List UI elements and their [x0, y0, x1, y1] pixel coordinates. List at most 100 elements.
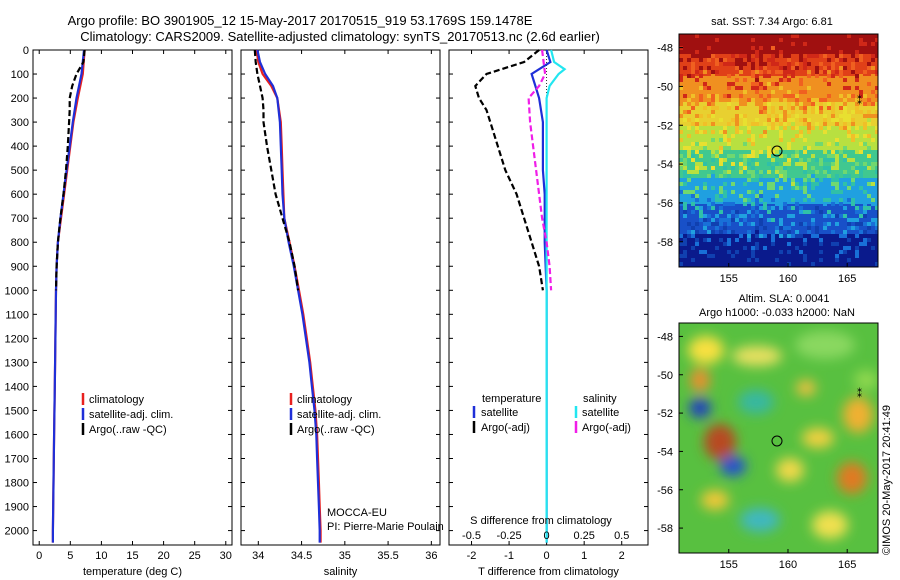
y-tick-label: 100	[11, 69, 29, 81]
x-tick-label: 35	[339, 550, 351, 562]
x-tick-label: 35.5	[377, 550, 398, 562]
x-tick-label: 10	[95, 550, 107, 562]
y-tick-label: 1900	[5, 502, 29, 514]
top-axis-label: S difference from climatology	[470, 515, 612, 527]
legend-label: climatology	[89, 394, 145, 406]
float-track-marker-sla: ⁑	[857, 388, 862, 400]
title-line-1: Argo profile: BO 3901905_12 15-May-2017 …	[68, 13, 533, 28]
float-track-marker: ⁑	[857, 95, 862, 107]
series-line-magenta	[527, 49, 553, 291]
map-lon-label: 155	[720, 559, 738, 571]
y-tick-label: 600	[11, 189, 29, 201]
series-line-black	[474, 49, 544, 291]
map-lat-label: -54	[657, 446, 673, 458]
map-lat-label: -56	[657, 198, 673, 210]
x-tick-label: 0	[544, 550, 550, 562]
map-lon-label: 165	[838, 273, 856, 285]
argo-position-marker	[771, 145, 783, 157]
difference-panel: -2 -1 0 1 2T difference from climatology temp…	[448, 49, 649, 578]
x-tick-label: 20	[157, 550, 169, 562]
y-tick-label: 400	[11, 141, 29, 153]
sst-map-title: sat. SST: 7.34 Argo: 6.81	[711, 16, 833, 28]
map-lat-label: -50	[657, 81, 673, 93]
y-tick-label: 1800	[5, 478, 29, 490]
top-tick-label: -0.5	[462, 530, 481, 542]
legend-label: Argo(..raw -QC)	[297, 424, 375, 436]
temperature-panel: 0100200300400500600700800900100011001200…	[5, 45, 233, 578]
map-lon-label: 160	[779, 559, 797, 571]
y-tick-label: 1400	[5, 381, 29, 393]
map-lat-label: -52	[657, 408, 673, 420]
series-line-red	[255, 49, 322, 543]
y-tick-label: 1700	[5, 453, 29, 465]
legend-label: Argo(-adj)	[481, 422, 530, 434]
y-tick-label: 1600	[5, 429, 29, 441]
imos-credit: ©IMOS 20-May-2017 20:41:49	[881, 405, 893, 555]
x-tick-label: 5	[67, 550, 73, 562]
map-lat-label: -52	[657, 120, 673, 132]
legend-label: satellite-adj. clim.	[297, 409, 381, 421]
y-tick-label: 1500	[5, 405, 29, 417]
legend-label: satellite	[582, 407, 619, 419]
x-tick-label: 15	[126, 550, 138, 562]
x-tick-label: 36	[425, 550, 437, 562]
x-tick-label: 30	[220, 550, 232, 562]
y-tick-label: 1000	[5, 285, 29, 297]
y-tick-label: 1100	[5, 309, 29, 321]
series-line-blue	[256, 49, 321, 543]
map-lat-label: -58	[657, 523, 673, 535]
sla-map-title-2: Argo h1000: -0.033 h2000: NaN	[699, 307, 855, 319]
sla-map-title-1: Altim. SLA: 0.0041	[738, 293, 829, 305]
cruise-annotation: PI: Pierre-Marie Poulain	[327, 521, 444, 533]
salinity-panel: 34 34.5 35 35.5 36 salinity climatology satelli…	[240, 49, 444, 578]
sst-map-image: ⁑	[679, 34, 878, 267]
map-lat-label: -56	[657, 485, 673, 497]
cruise-annotation: MOCCA-EU	[327, 507, 387, 519]
top-tick-label: -0.25	[497, 530, 522, 542]
top-tick-label: 0.25	[573, 530, 594, 542]
x-axis-label: salinity	[324, 566, 358, 578]
map-lat-label: -48	[657, 331, 673, 343]
series-line-black	[54, 49, 86, 291]
argo-position-marker-sla	[771, 435, 783, 447]
sst-map: sat. SST: 7.34 Argo: 6.81 ⁑ -48 -50 -52 -54…	[657, 16, 879, 285]
y-tick-label: 700	[11, 213, 29, 225]
legend-label: satellite	[481, 407, 518, 419]
x-tick-label: -2	[467, 550, 477, 562]
y-tick-label: 300	[11, 117, 29, 129]
legend-label: Argo(-adj)	[582, 422, 631, 434]
top-tick-label: 0	[544, 530, 550, 542]
top-tick-label: 0.5	[614, 530, 629, 542]
map-lat-label: -50	[657, 370, 673, 382]
x-axis-label: temperature (deg C)	[83, 566, 182, 578]
legend-header: salinity	[583, 393, 617, 405]
sla-map: Altim. SLA: 0.0041 Argo h1000: -0.033 h2…	[657, 293, 879, 571]
y-tick-label: 200	[11, 93, 29, 105]
map-lat-label: -48	[657, 43, 673, 55]
plot-frame	[448, 49, 649, 546]
x-tick-label: 1	[581, 550, 587, 562]
series-line-blue	[51, 49, 86, 543]
title-line-2: Climatology: CARS2009. Satellite-adjuste…	[80, 29, 600, 44]
y-tick-label: 1300	[5, 357, 29, 369]
x-axis-label: T difference from climatology	[478, 566, 619, 578]
sla-map-image: ⁑	[679, 323, 878, 553]
legend-label: Argo(..raw -QC)	[89, 424, 167, 436]
y-tick-label: 2000	[5, 526, 29, 538]
map-lon-label: 160	[779, 273, 797, 285]
y-tick-label: 1200	[5, 333, 29, 345]
legend-label: climatology	[297, 394, 353, 406]
y-tick-label: 0	[23, 45, 29, 57]
x-tick-label: 0	[36, 550, 42, 562]
y-tick-label: 900	[11, 261, 29, 273]
y-tick-label: 800	[11, 237, 29, 249]
map-lat-label: -54	[657, 159, 673, 171]
plot-frame	[240, 49, 441, 546]
legend-header: temperature	[482, 393, 541, 405]
x-tick-label: 34	[252, 550, 264, 562]
map-lon-label: 165	[838, 559, 856, 571]
x-tick-label: -1	[504, 550, 514, 562]
plot-frame	[32, 49, 233, 546]
map-lon-label: 155	[720, 273, 738, 285]
